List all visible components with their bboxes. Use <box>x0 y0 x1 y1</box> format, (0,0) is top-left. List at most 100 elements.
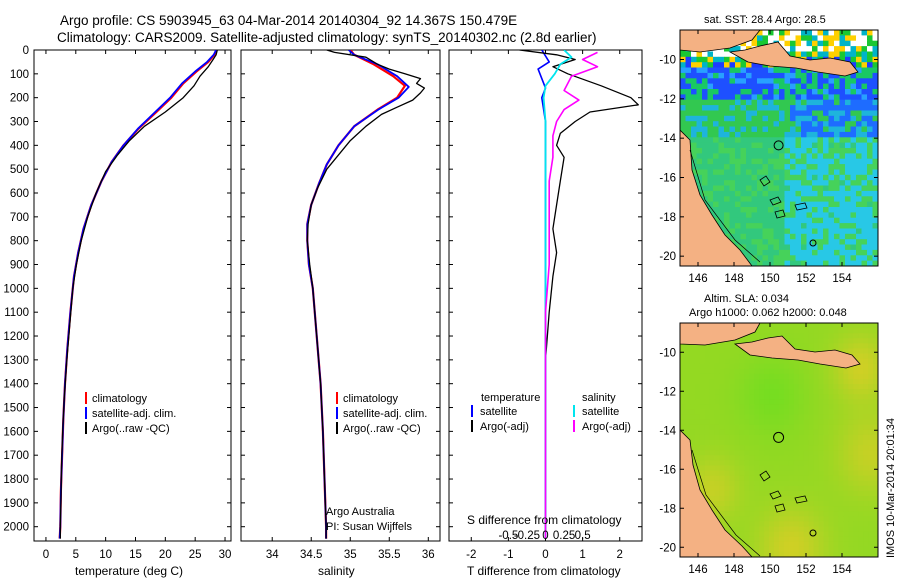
sla-cell <box>759 511 765 517</box>
sla-cell <box>719 389 725 395</box>
sst-cell <box>861 201 868 208</box>
sst-cell <box>696 67 703 74</box>
lon-tick-label: 152 <box>796 564 815 576</box>
sla-cell <box>813 434 819 441</box>
sla-cell <box>833 531 839 538</box>
sla-cell <box>754 475 760 482</box>
sst-cell <box>867 196 873 203</box>
sla-cell <box>798 506 805 512</box>
sst-cell <box>751 228 758 235</box>
sst-cell <box>856 207 862 213</box>
sla-cell <box>858 480 864 487</box>
sla-cell <box>734 348 740 354</box>
sla-cell <box>863 348 869 354</box>
sst-cell <box>806 185 813 192</box>
sst-cell <box>867 30 873 36</box>
sst-cell <box>740 217 747 224</box>
sla-cell <box>714 490 720 497</box>
sla-cell <box>793 541 800 548</box>
sla-cell <box>754 521 760 527</box>
sst-cell <box>762 223 769 229</box>
sla-cell <box>823 424 829 431</box>
sst-cell <box>751 153 758 160</box>
sla-cell <box>873 460 878 466</box>
sst-cell <box>834 153 840 160</box>
sst-cell <box>740 169 747 176</box>
sla-cell <box>813 389 819 395</box>
sla-cell <box>729 419 735 426</box>
sla-cell <box>793 521 800 527</box>
sla-cell <box>779 551 785 557</box>
sla-cell <box>769 501 775 507</box>
sst-cell <box>784 30 791 36</box>
sst-cell <box>850 255 857 262</box>
sst-cell <box>812 190 818 197</box>
sla-cell <box>868 414 874 421</box>
sla-cell <box>749 424 755 431</box>
sst-cell <box>779 233 785 240</box>
sla-map-title-line1: Altim. SLA: 0.034 <box>704 293 789 305</box>
sla-cell <box>680 343 686 349</box>
sla-cell <box>858 353 864 359</box>
sla-cell <box>868 455 874 461</box>
sla-cell <box>848 379 854 385</box>
sla-cell <box>769 485 775 492</box>
sst-cell <box>801 169 807 176</box>
sla-cell <box>838 429 844 436</box>
sst-cell <box>795 174 802 181</box>
sla-cell <box>694 348 701 354</box>
sst-cell <box>834 190 840 197</box>
sst-cell <box>790 78 796 85</box>
sla-cell <box>709 475 716 482</box>
sst-cell <box>845 121 851 127</box>
sla-cell <box>858 506 864 512</box>
sla-cell <box>868 546 874 553</box>
sst-cell <box>773 174 780 181</box>
sst-cell <box>740 126 747 133</box>
sla-cell <box>833 496 839 502</box>
sst-cell <box>784 158 791 165</box>
sst-cell <box>845 105 851 111</box>
sst-cell <box>707 207 714 213</box>
sst-cell <box>718 137 725 144</box>
sst-cell <box>861 174 868 181</box>
sst-cell <box>691 148 697 154</box>
sla-cell <box>858 485 864 492</box>
sla-cell <box>873 333 878 339</box>
sst-cell <box>850 115 857 122</box>
sla-cell <box>769 536 775 543</box>
salinity-panel: 34 34.5 35 35.5 36 salinity climatology sate… <box>240 49 441 578</box>
sst-cell <box>779 30 785 36</box>
sla-cell <box>823 368 829 375</box>
sla-cell <box>749 333 755 339</box>
sla-cell <box>808 470 815 476</box>
sst-cell <box>768 158 774 165</box>
sla-cell <box>818 434 824 441</box>
sst-cell <box>801 196 807 203</box>
sla-cell <box>784 465 790 471</box>
sst-cell <box>850 174 857 181</box>
sla-cell <box>729 353 735 359</box>
sst-cell <box>828 30 835 36</box>
series-satellite-adj-clim- <box>306 50 410 539</box>
sst-cell <box>707 190 714 197</box>
sst-cell <box>691 56 697 63</box>
sla-cell <box>808 501 815 507</box>
sst-cell <box>850 142 857 149</box>
s-tick-label: 0.25 <box>553 530 575 542</box>
sla-cell <box>873 541 878 548</box>
sla-cell <box>724 526 730 532</box>
sla-cell <box>699 409 706 415</box>
sla-cell <box>749 445 755 451</box>
sst-cell <box>707 126 714 133</box>
sla-cell <box>729 531 735 538</box>
sst-cell <box>784 67 791 74</box>
sst-cell <box>806 89 813 95</box>
sst-cell <box>828 233 835 240</box>
sla-cell <box>858 358 864 365</box>
sst-cell <box>702 115 708 122</box>
sst-cell <box>845 137 851 144</box>
sla-cell <box>808 389 815 395</box>
sla-cell <box>838 465 844 471</box>
sla-cell <box>868 368 874 375</box>
